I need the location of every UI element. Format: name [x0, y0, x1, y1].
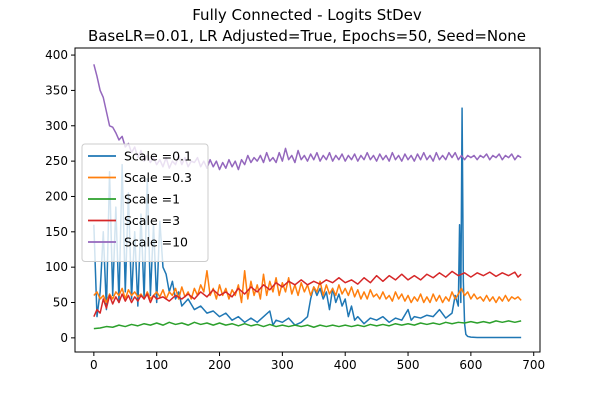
y-tick-label: 200: [45, 189, 68, 203]
y-tick-label: 50: [53, 296, 68, 310]
y-tick-label: 350: [45, 83, 68, 97]
y-tick-label: 150: [45, 225, 68, 239]
x-tick-label: 600: [459, 358, 482, 372]
legend: Scale =0.1 Scale =0.3 Scale =1 Scale =3 Scal…: [81, 143, 209, 262]
legend-label-0: Scale =0.1: [124, 149, 192, 164]
legend-label-3: Scale =3: [124, 213, 180, 228]
y-tick-label: 250: [45, 154, 68, 168]
x-tick-label: 300: [271, 358, 294, 372]
series-line-2: [93, 320, 522, 330]
x-tick-label: 700: [522, 358, 545, 372]
plot-frame: [74, 47, 541, 353]
y-tick-label: 400: [45, 48, 68, 62]
legend-label-1: Scale =0.3: [124, 170, 192, 185]
y-tick-label: 0: [60, 331, 68, 345]
x-tick-label: 200: [208, 358, 231, 372]
y-tick-label: 100: [45, 260, 68, 274]
x-tick-label: 400: [334, 358, 357, 372]
legend-box: [81, 143, 209, 262]
y-tick-label: 300: [45, 119, 68, 133]
chart-title: Fully Connected - Logits StDev: [192, 6, 422, 24]
chart-subtitle: BaseLR=0.01, LR Adjusted=True, Epochs=50…: [88, 27, 526, 45]
series-line-3: [93, 270, 522, 317]
x-tick-label: 500: [397, 358, 420, 372]
x-tick-label: 0: [90, 358, 98, 372]
legend-label-2: Scale =1: [124, 192, 180, 207]
x-tick-label: 100: [145, 358, 168, 372]
axes: 0 100 200 300 400 500 600 700 0 50 100 150 200 250 300…: [45, 47, 545, 372]
legend-label-4: Scale =10: [124, 235, 188, 250]
